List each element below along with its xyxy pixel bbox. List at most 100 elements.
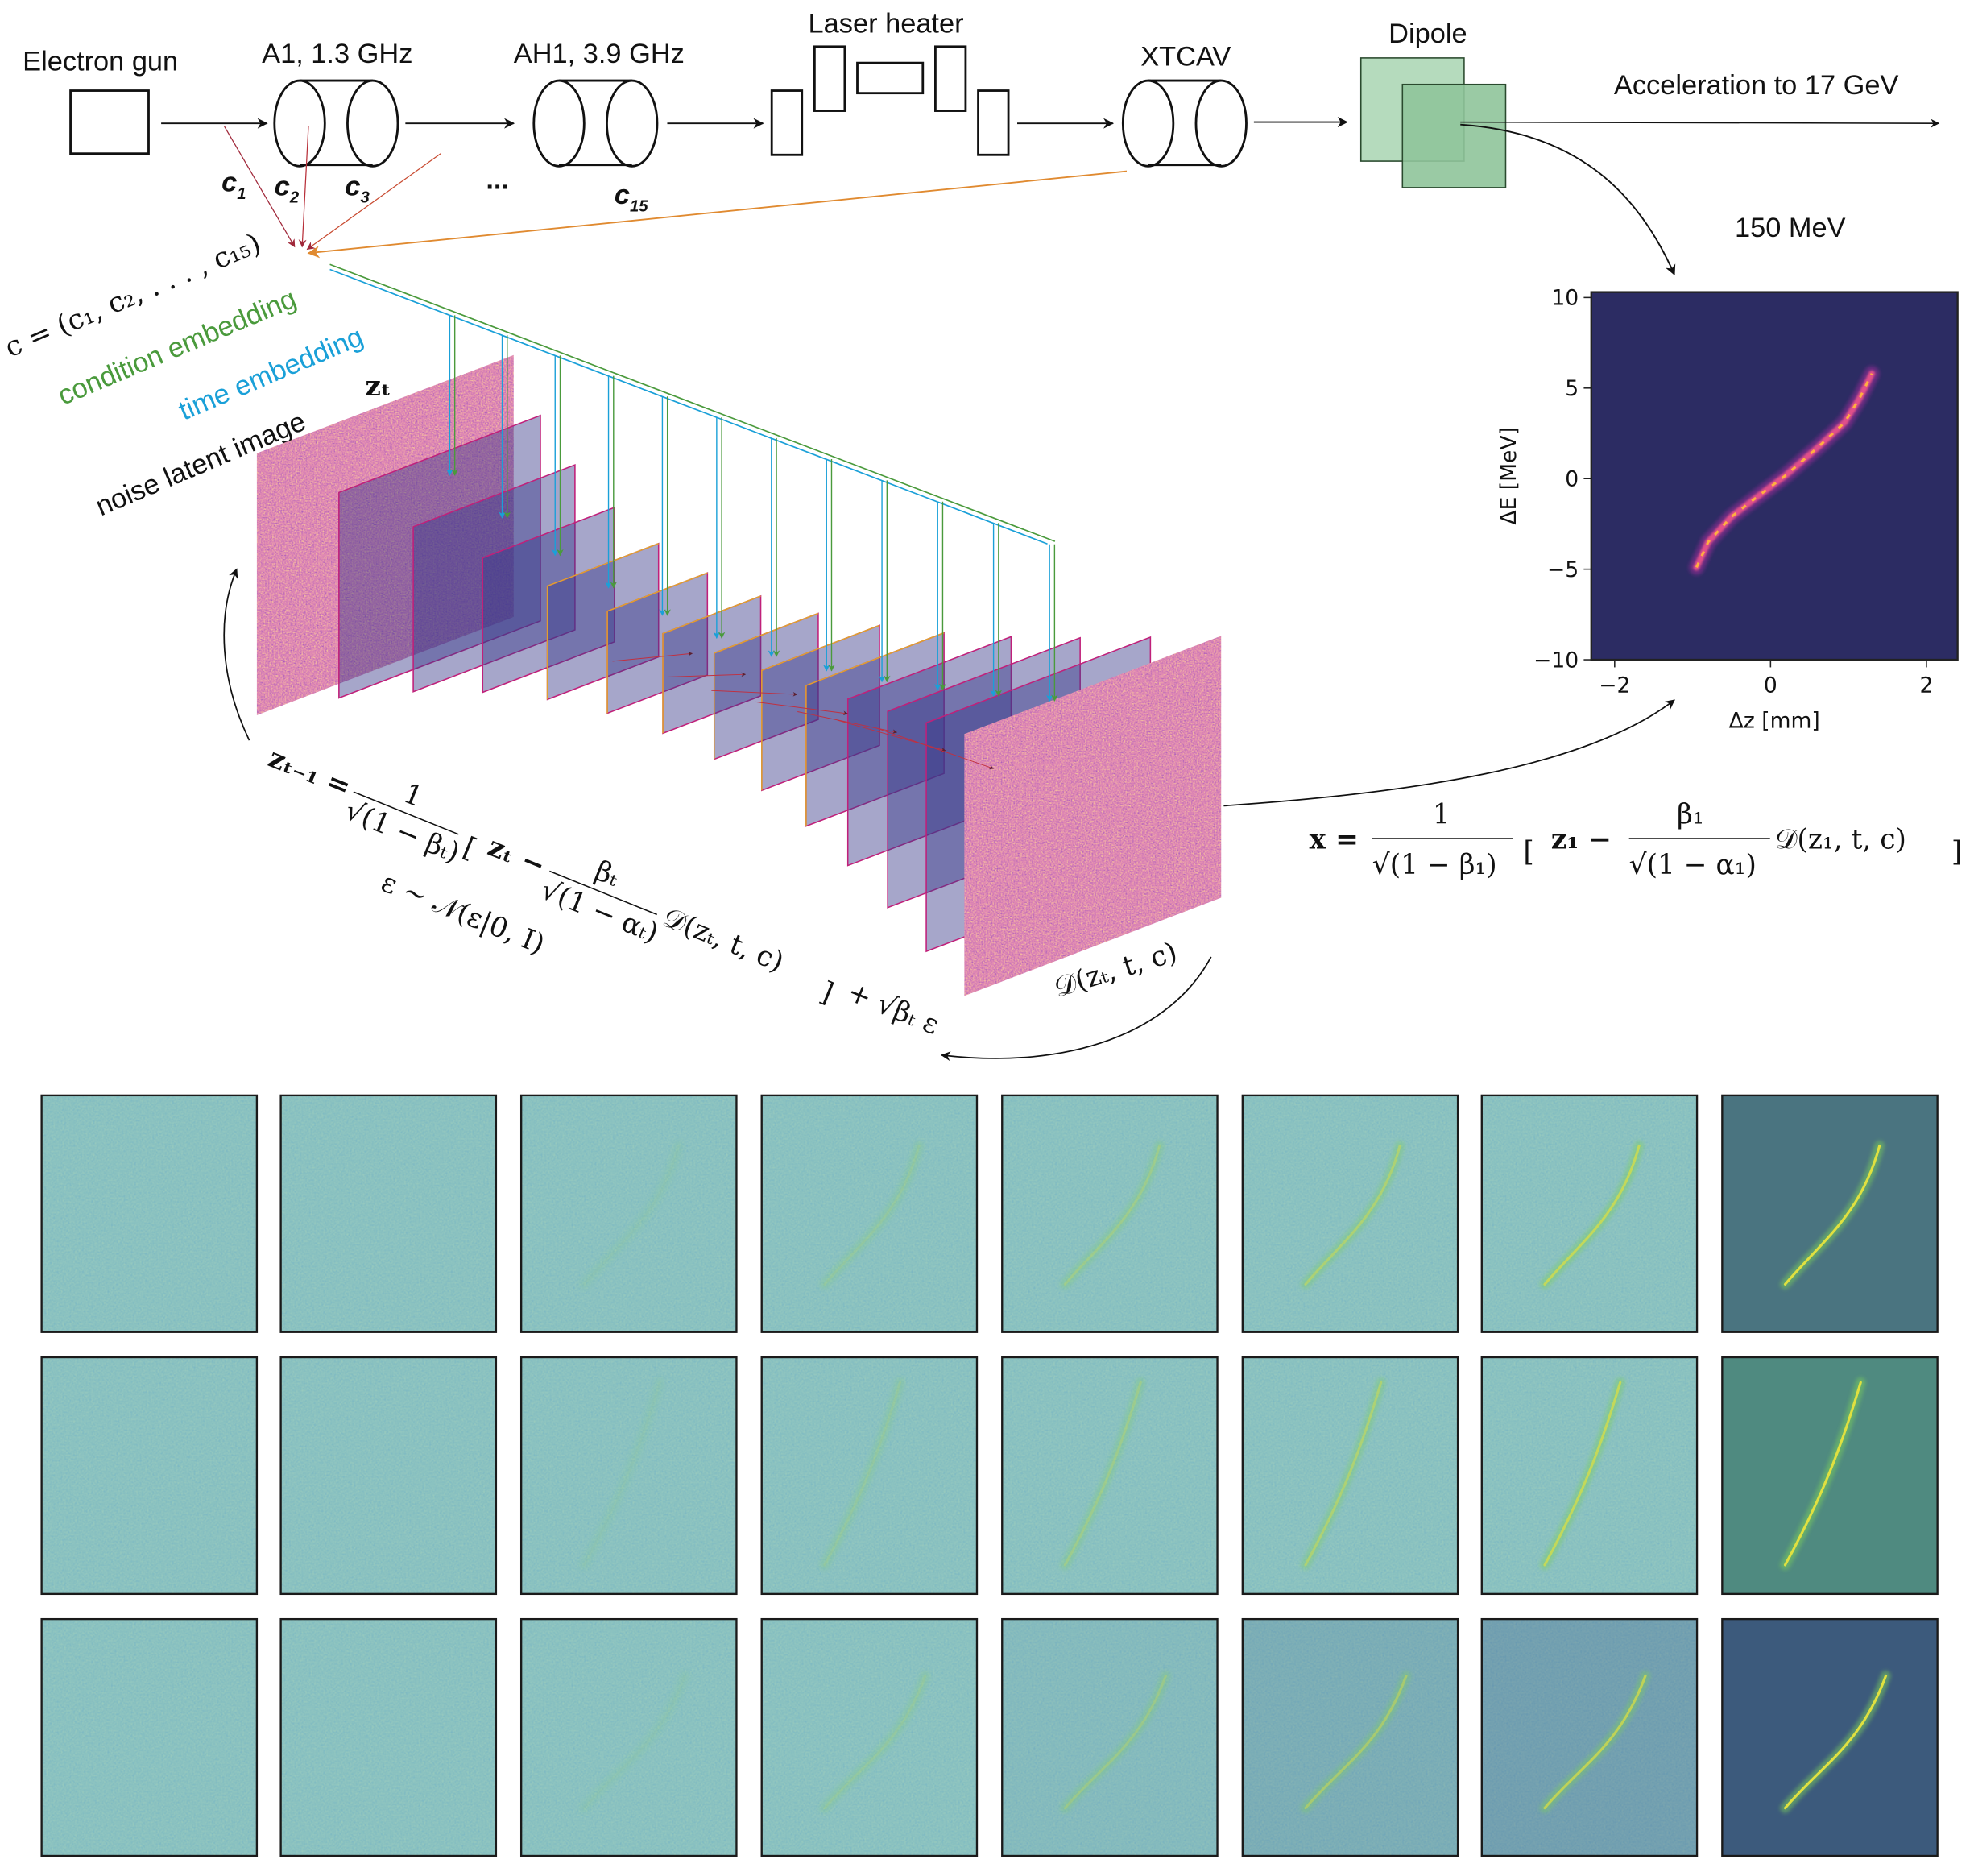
dipole-magnet (1359, 57, 1507, 188)
y-tick-label: 0 (1565, 467, 1579, 492)
skip-connection-arrow (797, 711, 898, 734)
latent-plate (482, 506, 615, 694)
beam-streak (579, 1671, 690, 1813)
sample-image (1480, 1356, 1699, 1596)
eq-frac1-num: 1 (1433, 798, 1450, 830)
sample-image-frame (1241, 1094, 1459, 1333)
loop-back-arrow (223, 568, 250, 741)
sample-image (1241, 1094, 1459, 1333)
eq-frac1-num: 1 (399, 777, 427, 814)
time-embedding-line (329, 268, 1048, 545)
phase-space-plot: 10 5 0 −5 −10 −2 0 2 Δz [mm] ΔE [MeV] (1496, 286, 1959, 733)
sample-image (279, 1094, 498, 1333)
sample-image (760, 1094, 979, 1333)
beam-streak-core (823, 1144, 921, 1286)
beam-streak-core (1304, 1144, 1401, 1286)
beam-streak-core (1304, 1381, 1383, 1567)
dipole-label: Dipole (1388, 19, 1467, 49)
sample-image (1001, 1356, 1219, 1596)
eq-denoiser: 𝒟(zₜ, t, c) (659, 901, 788, 979)
eq-lhs: x = (1310, 824, 1359, 856)
skip-connection-arrow (875, 727, 995, 770)
c3-arrow (306, 153, 441, 251)
beam-streak (1060, 1377, 1146, 1571)
y-tick-label: −10 (1533, 648, 1579, 673)
sample-image-frame (1001, 1094, 1219, 1333)
sample-image-frame (760, 1356, 979, 1596)
sample-image (760, 1356, 979, 1596)
electron-gun-label: Electron gun (23, 47, 178, 77)
laser-heater-chicane (770, 45, 1010, 156)
latent-plate-edge (662, 595, 761, 734)
ah1-label: AH1, 3.9 GHz (514, 39, 685, 69)
control-c15: c15 (615, 180, 648, 215)
eq-z1: z₁ − (1551, 824, 1612, 856)
sample-image-frame (1001, 1356, 1219, 1596)
sample-image (1721, 1094, 1939, 1333)
latent-plate-edge (606, 572, 708, 714)
sample-image-frame (1480, 1356, 1699, 1596)
condition-vector: c = (c₁, c₂, . . . , c₁₅) (0, 227, 265, 364)
sample-image (279, 1617, 498, 1857)
condition-embedding-line (329, 263, 1056, 542)
y-axis-label: ΔE [MeV] (1496, 427, 1521, 525)
denoised-output-image (964, 636, 1222, 996)
beam-streak-core (1063, 1674, 1168, 1810)
eq-bracket: [ (1523, 836, 1533, 868)
sample-image-frame (1721, 1617, 1939, 1857)
beam-streak-core (1063, 1381, 1142, 1567)
beam-streak (819, 1671, 931, 1813)
skip-connection-arrow (664, 672, 747, 678)
sample-image (1001, 1617, 1219, 1857)
beam-streak (1060, 1671, 1171, 1813)
eq-frac1-den: √(1 − β₁) (1372, 849, 1497, 881)
eq-frac2-num: β₁ (1677, 798, 1704, 830)
skip-connection-arrow (711, 690, 798, 697)
acceleration-arrow (1460, 118, 1940, 128)
denoising-progress-grid (40, 1094, 1939, 1857)
latent-plate-edge (761, 624, 880, 791)
sample-image (1721, 1356, 1939, 1596)
eq-bracket: ] (1951, 836, 1962, 868)
eq-frac2-den: √(1 − α₁) (1629, 849, 1757, 881)
control-parameters: c1 c2 c3 ... c15 (221, 125, 1128, 259)
beam-streak-core (1304, 1674, 1408, 1810)
sample-image-frame (519, 1617, 738, 1857)
eq-denoiser: 𝒟(z₁, t, c) (1775, 824, 1906, 856)
beam-streak (819, 1141, 925, 1290)
beam-streak-core (1783, 1674, 1888, 1810)
beam-streak (1060, 1141, 1165, 1290)
latent-plate-edge (546, 543, 659, 700)
skip-connection-arrow (755, 701, 848, 716)
eq-noise-term: + √βₜ ε (842, 975, 943, 1042)
sample-image (279, 1356, 498, 1596)
sample-image (519, 1356, 738, 1596)
beam-streak-core (823, 1674, 927, 1810)
control-c2: c2 (275, 171, 300, 206)
beam-streak-core (1543, 1674, 1647, 1810)
sample-image (519, 1094, 738, 1333)
beam-streak (1300, 1141, 1405, 1290)
eq-bracket: ] (816, 975, 838, 1009)
xtcav-label: XTCAV (1140, 41, 1231, 72)
eq-noise-dist: ε ∼ 𝒩(ε|0, I) (377, 866, 549, 961)
c1-arrow (223, 125, 296, 248)
sample-image (519, 1617, 738, 1857)
y-tick-label: 10 (1551, 286, 1579, 311)
sample-image-frame (1241, 1617, 1459, 1857)
latent-plate (338, 414, 541, 699)
xtcav-cavity (1121, 79, 1248, 168)
beam-streak-core (1063, 1144, 1161, 1286)
sample-image-frame (1480, 1617, 1699, 1857)
eq-zt: zₜ − (483, 830, 550, 882)
beamline: Electron gun A1, 1.3 GHz AH1, 3.9 GHz La… (23, 9, 1940, 275)
x-axis-label: Δz [mm] (1729, 708, 1820, 733)
sample-image-frame (1241, 1356, 1459, 1596)
sample-image (40, 1094, 259, 1333)
sample-image (40, 1356, 259, 1596)
embedding-injection-arrows (446, 315, 1058, 770)
zt-label: zₜ (365, 371, 391, 403)
sample-image (760, 1617, 979, 1857)
sample-image-frame (760, 1617, 979, 1857)
